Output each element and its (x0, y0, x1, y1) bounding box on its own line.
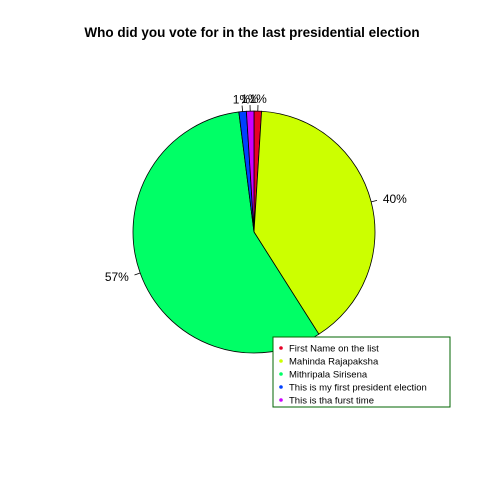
pie-slices (133, 111, 375, 353)
legend-entry: Mahinda Rajapaksha (289, 357, 379, 368)
legend-entry: First Name on the list (289, 344, 379, 355)
slice-percent-label: 57% (105, 270, 129, 284)
legend-marker (279, 385, 283, 389)
legend-marker (279, 372, 283, 376)
chart-title: Who did you vote for in the last preside… (84, 25, 419, 40)
legend: First Name on the list Mahinda Rajapaksha… (273, 337, 450, 407)
slice-percent-label: 40% (383, 192, 407, 206)
legend-entry: Mithripala Sirisena (289, 370, 368, 381)
slice-label-tick (371, 200, 377, 201)
legend-entry: This is tha furst time (289, 396, 374, 407)
legend-marker (279, 359, 283, 363)
legend-marker (279, 346, 283, 350)
slice-label-tick (135, 273, 141, 275)
legend-entry: This is my first president election (289, 383, 427, 394)
legend-marker (279, 398, 283, 402)
slice-percent-label: 1% (241, 92, 259, 106)
